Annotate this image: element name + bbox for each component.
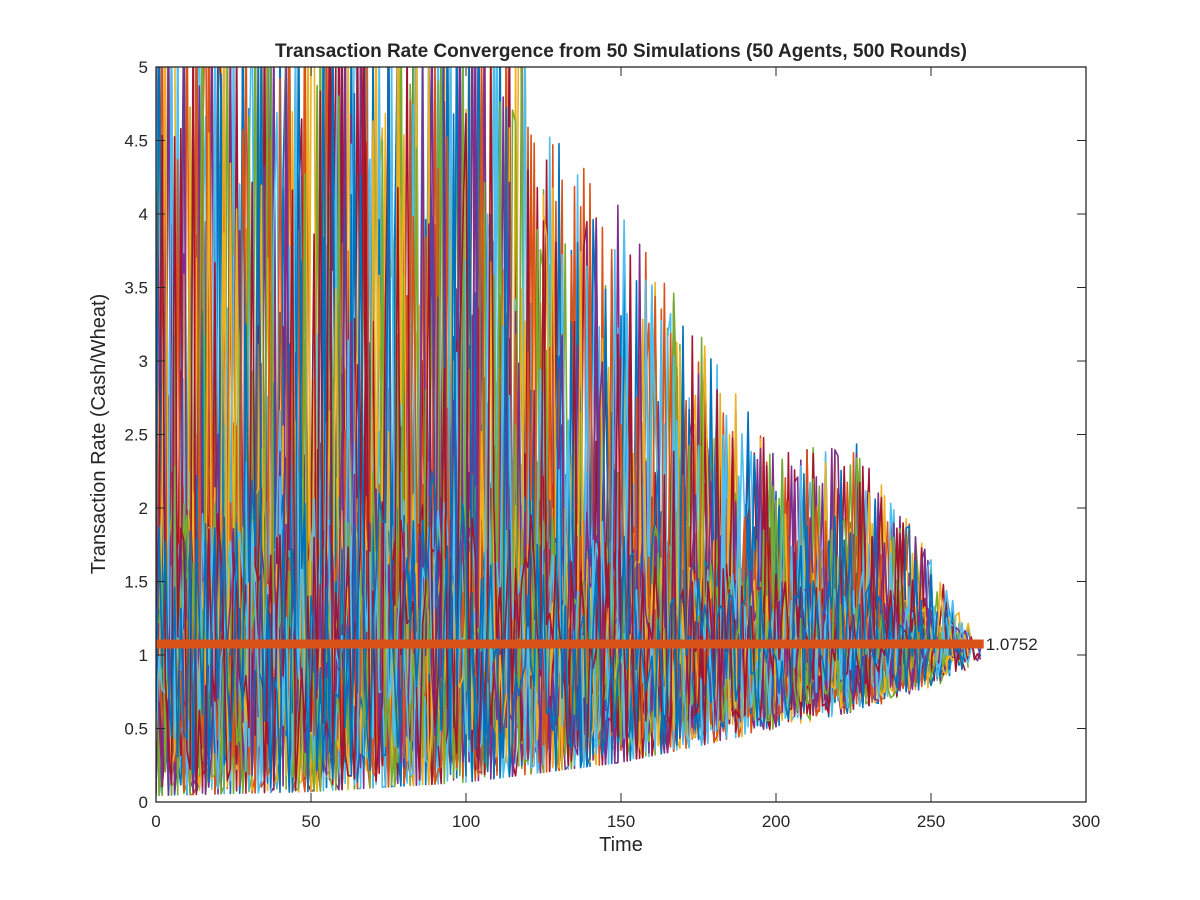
y-tick-label: 2 bbox=[139, 499, 148, 518]
x-tick-label: 0 bbox=[151, 812, 160, 831]
y-tick-label: 1 bbox=[139, 646, 148, 665]
x-tick-label: 150 bbox=[607, 812, 635, 831]
y-tick-label: 3.5 bbox=[124, 279, 148, 298]
x-tick-label: 50 bbox=[302, 812, 321, 831]
chart-title: Transaction Rate Convergence from 50 Sim… bbox=[275, 41, 967, 62]
simulation-line bbox=[156, 67, 938, 794]
y-tick-label: 2.5 bbox=[124, 426, 148, 445]
y-tick-label: 0 bbox=[139, 793, 148, 812]
y-tick-label: 1.5 bbox=[124, 573, 148, 592]
x-tick-label: 300 bbox=[1072, 812, 1100, 831]
x-tick-label: 100 bbox=[452, 812, 480, 831]
y-tick-label: 5 bbox=[139, 58, 148, 77]
simulation-line bbox=[156, 67, 978, 794]
y-tick-label: 4 bbox=[139, 205, 148, 224]
x-tick-label: 200 bbox=[762, 812, 790, 831]
y-axis-label: Transaction Rate (Cash/Wheat) bbox=[88, 294, 110, 574]
y-tick-label: 0.5 bbox=[124, 720, 148, 739]
x-axis-label: Time bbox=[599, 834, 643, 856]
y-tick-label: 4.5 bbox=[124, 132, 148, 151]
y-tick-label: 3 bbox=[139, 352, 148, 371]
convergence-value-label: 1.0752 bbox=[986, 635, 1038, 654]
x-tick-label: 250 bbox=[917, 812, 945, 831]
axis-ticks: 0 50 100 150 200 250 300 0 0.5 1 1.5 2 2.5 3 3.5 4 4.5 5 bbox=[124, 58, 1100, 831]
